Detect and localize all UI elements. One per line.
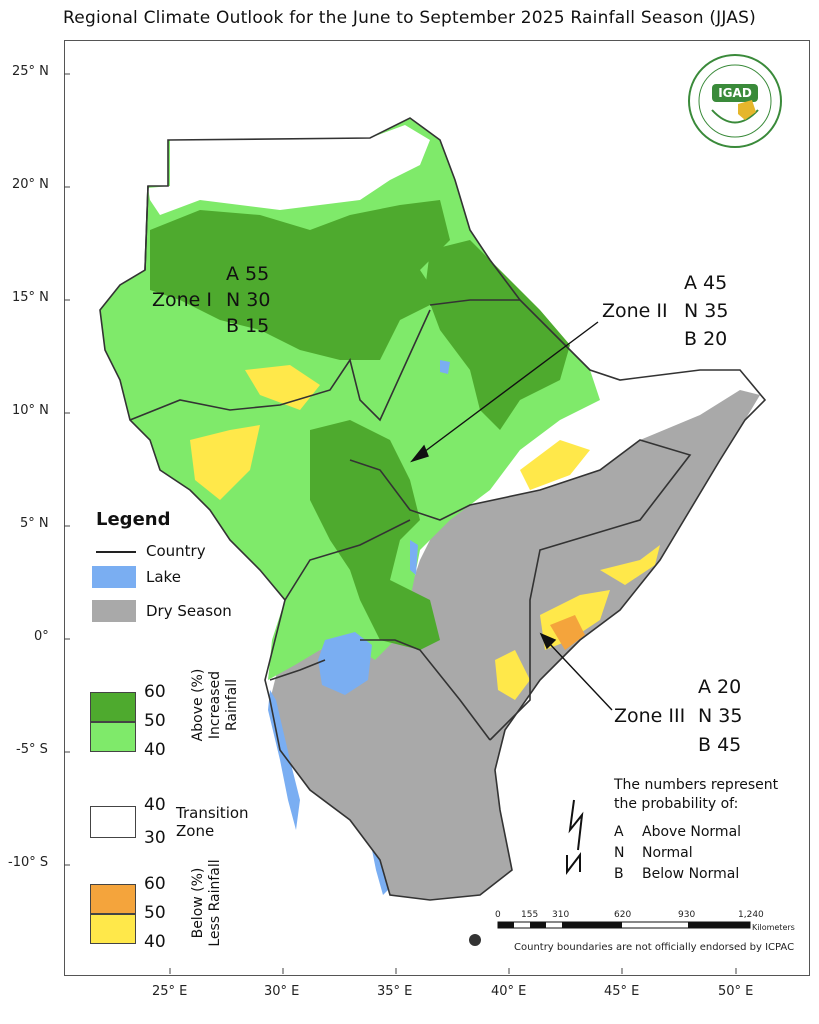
scale-bar xyxy=(497,921,751,929)
tick-marks xyxy=(64,73,737,974)
igad-logo xyxy=(688,54,782,148)
region-below-40-50-f xyxy=(600,545,660,585)
probability-label-a: Above Normal xyxy=(642,824,742,840)
scale-label-620: 620 xyxy=(614,910,632,920)
lon-tick-45e: 45° E xyxy=(604,984,640,999)
lat-tick-5n: 5° N xyxy=(20,516,49,531)
legend-title: Legend xyxy=(96,509,171,530)
zone-2-name: Zone II xyxy=(602,300,668,322)
region-above-50-60-north xyxy=(150,200,450,360)
probability-key-a: A xyxy=(614,824,624,840)
map-title: Regional Climate Outlook for the June to… xyxy=(63,8,756,28)
legend-transition-30: 30 xyxy=(144,828,166,848)
zone-3-a: A 20 xyxy=(698,676,742,698)
zone-1-a: A 55 xyxy=(226,263,270,285)
legend-transition-label-1: Transition xyxy=(176,804,249,822)
legend-below-caption-1: Below (%) xyxy=(190,867,206,939)
legend-below-low-swatch xyxy=(90,914,136,944)
lake-tanganyika xyxy=(268,690,300,830)
legend-transition-label-2: Zone xyxy=(176,822,215,840)
legend-below-60: 60 xyxy=(144,874,166,894)
zone-arrows xyxy=(410,321,613,711)
region-below-40-50-e xyxy=(495,650,530,700)
north-arrow-icon xyxy=(566,799,584,875)
lat-tick-0: 0° xyxy=(34,629,49,644)
probability-note: The numbers represent the probability of… xyxy=(614,776,794,814)
region-transition xyxy=(148,125,430,215)
probability-item-n: N Normal xyxy=(614,844,693,863)
zone-1-name: Zone I xyxy=(152,289,213,311)
zone-1-b: B 15 xyxy=(226,315,270,337)
legend-above-low-swatch xyxy=(90,722,136,752)
probability-label-n: Normal xyxy=(642,845,693,861)
legend-above-high-swatch xyxy=(90,692,136,722)
scale-label-0: 0 xyxy=(495,910,501,920)
disclaimer: Country boundaries are not officially en… xyxy=(514,942,795,953)
zone-1-n: N 30 xyxy=(226,289,271,311)
zone-2-n: N 35 xyxy=(684,300,729,322)
legend-below-high-swatch xyxy=(90,884,136,914)
probability-item-a: A Above Normal xyxy=(614,823,741,842)
legend-below-40: 40 xyxy=(144,932,166,952)
logo-text: IGAD xyxy=(718,86,752,100)
legend-below-caption-2: Less Rainfall xyxy=(207,859,223,947)
legend-transition-40: 40 xyxy=(144,795,166,815)
region-below-40-50-c xyxy=(520,440,590,490)
legend-above-40: 40 xyxy=(144,740,166,760)
legend-dry-swatch xyxy=(92,600,136,622)
legend-above-caption-2: Increased Rainfall xyxy=(207,670,240,740)
scale-label-310: 310 xyxy=(552,910,570,920)
probability-item-b: B Below Normal xyxy=(614,865,739,884)
zone-2-a: A 45 xyxy=(684,272,728,294)
zone-3-name: Zone III xyxy=(614,705,686,727)
lon-tick-35e: 35° E xyxy=(377,984,413,999)
legend-lake-swatch xyxy=(92,566,136,588)
lake-turkana xyxy=(410,540,418,575)
legend-dry-label: Dry Season xyxy=(146,602,232,620)
scale-label-1240: 1,240 xyxy=(738,910,764,920)
legend-above-caption-1: Above (%) xyxy=(190,668,206,742)
lake-victoria xyxy=(318,632,372,695)
legend-transition-swatch xyxy=(90,806,136,838)
region-above-50-60-south xyxy=(310,420,440,650)
probability-key-b: B xyxy=(614,866,624,882)
region-above-50-60-east xyxy=(425,240,570,430)
legend-country-line xyxy=(96,551,136,553)
lake-tana xyxy=(440,360,450,374)
region-below-50-60 xyxy=(550,615,585,650)
scale-label-930: 930 xyxy=(678,910,696,920)
legend-country-label: Country xyxy=(146,542,206,560)
legend-above-50: 50 xyxy=(144,711,166,731)
country-borders xyxy=(99,117,767,901)
lon-tick-25e: 25° E xyxy=(152,984,188,999)
lat-tick-25n: 25° N xyxy=(12,64,49,79)
lake-malawi xyxy=(372,850,388,895)
legend-below-50: 50 xyxy=(144,903,166,923)
compass-icon xyxy=(469,934,481,946)
region-dry-season xyxy=(270,390,760,900)
probability-note-line2: the probability of: xyxy=(614,796,739,812)
zone-3-n: N 35 xyxy=(698,705,743,727)
legend-below-caption: Below (%) Less Rainfall xyxy=(190,848,224,958)
probability-key-n: N xyxy=(614,845,625,861)
zone-3-b: B 45 xyxy=(698,734,742,756)
lon-tick-40e: 40° E xyxy=(491,984,527,999)
scale-unit: Kilometers xyxy=(752,923,795,932)
legend-above-caption: Above (%) Increased Rainfall xyxy=(190,650,241,760)
legend-above-60: 60 xyxy=(144,682,166,702)
lon-tick-50e: 50° E xyxy=(718,984,754,999)
lat-tick-20n: 20° N xyxy=(12,177,49,192)
lat-tick-15n: 15° N xyxy=(12,290,49,305)
probability-note-line1: The numbers represent xyxy=(614,777,779,793)
scale-label-155: 155 xyxy=(521,910,539,920)
probability-label-b: Below Normal xyxy=(642,866,740,882)
lat-tick-5s: -5° S xyxy=(16,742,48,757)
lat-tick-10s: -10° S xyxy=(8,855,49,870)
zone-2-b: B 20 xyxy=(684,328,728,350)
region-below-40-50-a xyxy=(190,425,260,500)
lon-tick-30e: 30° E xyxy=(264,984,300,999)
lat-tick-10n: 10° N xyxy=(12,403,49,418)
legend-lake-label: Lake xyxy=(146,568,181,586)
